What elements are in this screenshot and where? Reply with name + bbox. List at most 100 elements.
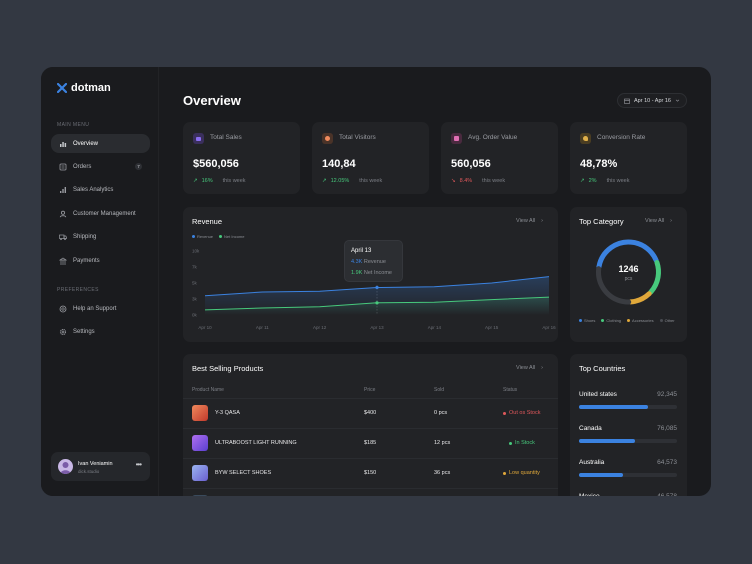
legend-label: Revenue [197,234,214,239]
main-menu-label: MAIN MENU [57,122,90,128]
country-bar-fill [579,405,648,409]
user-profile-card[interactable]: Ivan Veniamin dick.studio ••• [51,452,150,481]
stat-change-value: 2% [588,178,597,184]
chevron-right-icon: › [541,365,544,371]
best-selling-products-card: Best Selling Products View All › Product … [183,354,558,496]
country-bar-fill [579,473,624,477]
order-value-icon [451,133,462,144]
tooltip-revenue-label: Revenue [363,259,386,265]
country-name: Mexico [579,493,600,496]
rocket-icon [580,133,591,144]
donut-segment-other[interactable] [594,237,664,307]
truck-icon [59,234,67,240]
table-row[interactable] [183,488,558,496]
sidebar-item-settings[interactable]: Settings [51,322,150,341]
arrow-up-icon: ↗ [580,178,585,184]
category-view-all-link[interactable]: View All › [645,218,672,224]
country-bar-fill [579,439,635,443]
brand-name: dotman [71,82,111,94]
product-thumbnail [192,465,208,481]
status-badge: In Stock [509,440,535,446]
donut-segment-clothing[interactable] [594,237,664,307]
products-title: Best Selling Products [192,364,264,373]
dashboard-window: dotman MAIN MENU Overview Orders 7 Sales… [41,67,711,496]
legend-label: Accessories [632,318,654,323]
column-header-status: Status [503,387,518,393]
legend-label: Net Income [224,234,245,239]
stat-value: 48,78% [580,158,618,170]
country-name: Australia [579,459,605,466]
tooltip-net-value: 1.9K [351,270,363,276]
country-name: Canada [579,425,602,432]
column-header-product: Product Name [192,387,224,393]
sidebar-item-label: Sales Analytics [73,186,114,193]
revenue-view-all-link[interactable]: View All › [516,218,543,224]
sidebar-item-label: Settings [73,328,95,335]
sidebar-item-payments[interactable]: Payments [51,251,150,270]
gear-icon [59,328,67,335]
tooltip-net-income: 1.9K Net Income [351,270,392,276]
product-sold: 36 pcs [434,470,451,476]
grid-chart-icon [60,141,67,147]
category-donut-chart[interactable] [570,207,687,342]
country-value: 76,085 [657,425,677,432]
bank-icon [59,257,67,264]
sidebar-item-shipping[interactable]: Shipping [51,227,150,246]
product-price: $185 [364,440,377,446]
y-tick-label: 7k [192,265,198,270]
sidebar-item-customer-management[interactable]: Customer Management [51,204,150,223]
countries-title: Top Countries [579,364,626,373]
stat-change-value: 12.05% [330,178,350,184]
legend-item-clothing: Clothing [601,318,621,323]
sidebar-item-label: Help an Support [73,305,117,312]
column-header-sold: Sold [434,387,445,393]
x-tick-label: Apr 15 [485,325,499,330]
legend-item-other: Other [659,318,675,323]
chevron-down-icon [675,99,680,102]
country-bar-track [579,405,677,409]
products-view-all-link[interactable]: View All › [516,365,543,371]
stat-card-total-sales: Total Sales $560,056 ↗ 16% this week [183,122,300,194]
donut-center-unit: pcs [624,276,633,282]
product-thumbnail [192,405,208,421]
table-row[interactable]: BYW SELECT SHOES $150 36 pcs Low quantit… [183,458,558,488]
tooltip-net-label: Net Income [363,270,392,276]
country-value: 92,345 [657,391,677,398]
sidebar-item-label: Orders [73,163,92,170]
tooltip-revenue-value: 4.3K [351,259,363,265]
stat-title: Conversion Rate [597,134,646,141]
table-row[interactable]: ULTRABOOST LIGHT RUNNING $185 12 pcs In … [183,428,558,458]
stat-change: ↘ 8.4% this week [451,178,505,184]
data-point[interactable] [375,285,379,290]
legend-label: Clothing [606,318,622,323]
sidebar-item-sales-analytics[interactable]: Sales Analytics [51,180,150,199]
x-tick-label: Apr 12 [313,325,327,330]
stat-period: this week [482,178,506,184]
revenue-chart[interactable]: 10k 7k 5k 3k 0k Apr 10 Apr 11 Apr 12 Apr 13 Apr 1… [183,207,558,342]
revenue-card: Revenue View All › Revenue Net Income 10k… [183,207,558,342]
stat-card-avg-order-value: Avg. Order Value 560,056 ↘ 8.4% this week [441,122,558,194]
x-tick-label: Apr 13 [370,325,384,330]
sidebar-item-orders[interactable]: Orders 7 [51,157,150,176]
chevron-right-icon: › [541,218,544,224]
date-range-picker[interactable]: Apr 10 - Apr 16 [617,93,687,108]
brand-logo[interactable]: dotman [57,82,111,94]
stat-value: 560,056 [451,158,491,170]
country-name: United states [579,391,617,398]
category-legend: Shoes Clothing Accessories Other [579,318,679,323]
stat-title: Avg. Order Value [468,134,518,141]
sidebar-item-overview[interactable]: Overview [51,134,150,153]
data-point[interactable] [375,301,379,305]
product-thumbnail [192,495,208,496]
view-all-label: View All [516,218,536,224]
status-label: Out os Stock [509,410,541,416]
stat-card-total-visitors: Total Visitors 140,84 ↗ 12.05% this week [312,122,429,194]
table-row[interactable]: Y-3 QASA $400 0 pcs Out os Stock [183,398,558,428]
sidebar-item-label: Shipping [73,233,97,240]
sidebar-item-help[interactable]: Help an Support [51,299,150,318]
more-options-icon[interactable]: ••• [135,460,142,469]
calendar-icon [624,98,630,104]
product-name: Y-3 QASA [215,410,240,416]
main-content: Overview Apr 10 - Apr 16 Total Sales $56… [159,67,711,496]
visitors-icon [322,133,333,144]
